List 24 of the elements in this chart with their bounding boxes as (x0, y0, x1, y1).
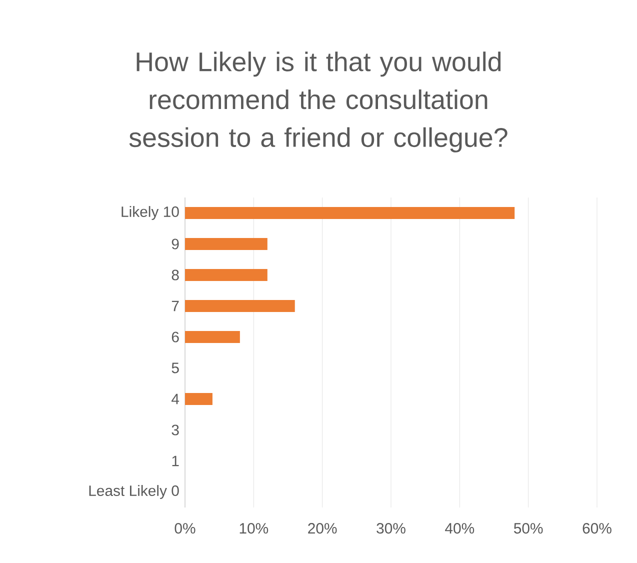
y-tick-label: Least Likely 0 (89, 485, 179, 499)
y-tick-label: 4 (172, 394, 180, 404)
x-tick-label: 60% (582, 523, 612, 534)
x-tick-label: 30% (376, 523, 406, 534)
y-tick-label: 3 (172, 424, 179, 436)
chart-title: How Likely is it that you would recommend the consultation session to a friend or collegue? (129, 52, 508, 152)
bar (185, 207, 515, 219)
bar (185, 269, 268, 281)
x-tick-label: 40% (445, 523, 474, 534)
bar (185, 238, 268, 250)
x-tick-label: 20% (308, 523, 337, 534)
y-tick-label: 6 (172, 332, 179, 342)
y-tick-label: 5 (172, 362, 179, 374)
x-tick-label: 50% (514, 523, 543, 534)
y-tick-label: 7 (172, 300, 179, 312)
x-tick-label: 10% (240, 523, 268, 534)
bar (185, 393, 212, 405)
y-tick-label: 1 (172, 456, 179, 466)
y-tick-label: 8 (172, 270, 179, 280)
y-tick-label: Likely 10 (122, 206, 179, 220)
bar (185, 331, 240, 343)
x-tick-label: 0% (174, 523, 196, 534)
bar (185, 300, 295, 312)
y-tick-label: 9 (172, 238, 179, 250)
